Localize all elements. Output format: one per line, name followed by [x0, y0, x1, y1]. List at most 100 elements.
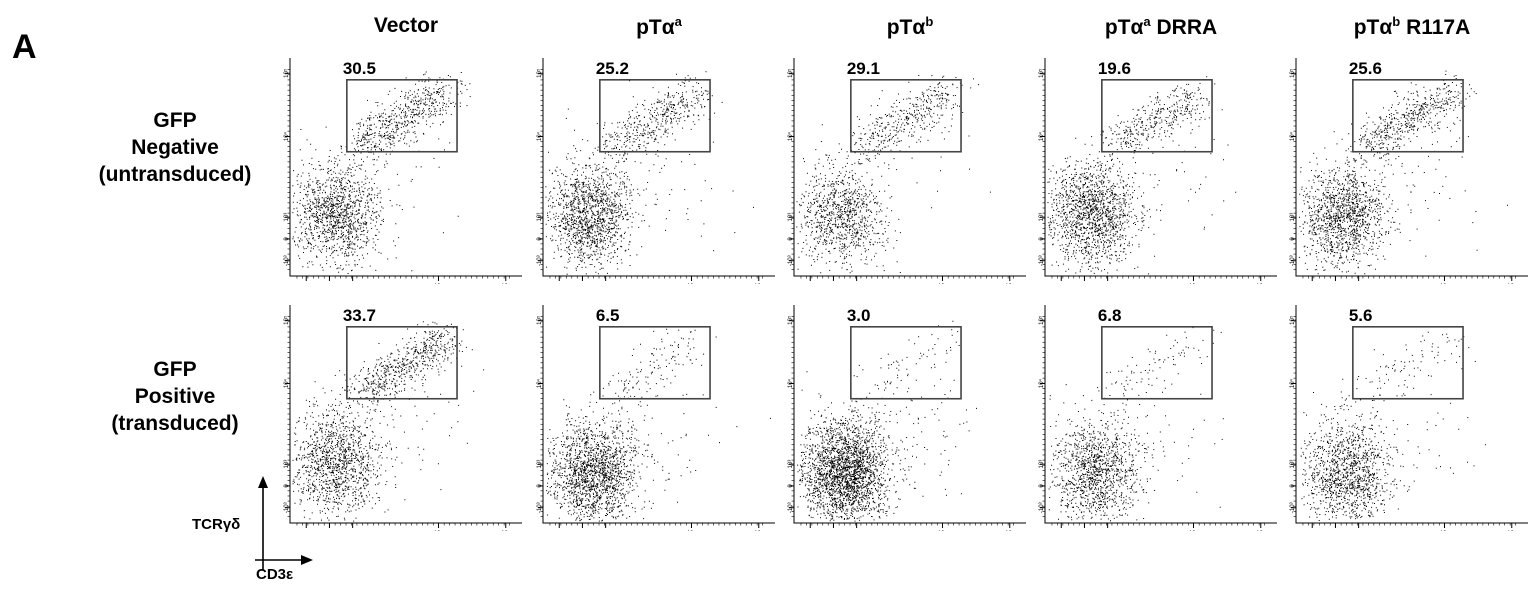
y-tick-label: -10³ — [788, 255, 794, 266]
x-tick-label: 10⁴ — [1440, 530, 1450, 531]
gate-rectangle — [599, 78, 711, 153]
event-dots — [292, 71, 471, 274]
y-tick-label: 0 — [284, 237, 290, 241]
row-label-line: GFP — [153, 358, 197, 381]
y-tick-label: 10⁴ — [1038, 131, 1045, 141]
event-dots — [797, 320, 977, 522]
row-label-line: (untransduced) — [98, 163, 252, 186]
plot-axes — [793, 305, 1026, 524]
x-tick-label: 10⁵ — [1507, 283, 1517, 284]
gate-rectangle — [1352, 78, 1464, 153]
plot-axes — [289, 305, 522, 524]
y-tick-label: 10³ — [284, 213, 290, 222]
gate-percent-label: 6.8 — [1098, 306, 1122, 325]
x-tick-label: 10⁵ — [754, 530, 764, 531]
y-tick-label: 10⁴ — [787, 131, 794, 141]
y-tick-label: 0 — [1290, 484, 1296, 488]
event-dots — [1048, 327, 1224, 522]
plot-axes — [1295, 58, 1528, 277]
event-dots — [1300, 331, 1486, 521]
event-dots — [545, 71, 754, 275]
gate-rectangle — [1352, 325, 1464, 400]
y-tick-label: -10³ — [537, 502, 543, 513]
gate-rectangle — [346, 78, 458, 153]
row-label-line: GFP — [153, 109, 197, 132]
y-axis-key-label: TCRγδ — [192, 516, 241, 533]
gate-rectangle — [346, 325, 458, 400]
y-tick-label: 0 — [788, 484, 794, 488]
y-tick-label: 0 — [1039, 237, 1045, 241]
column-title-suffix: R117A — [1400, 16, 1471, 39]
y-tick-label: 10⁴ — [787, 378, 794, 388]
y-tick-label: 10⁴ — [536, 378, 543, 388]
y-tick-label: -10³ — [1290, 255, 1296, 266]
y-tick-label: -10³ — [1290, 502, 1296, 513]
column-title-4: pTαb R117A — [1292, 14, 1532, 40]
y-tick-label: 0 — [284, 484, 290, 488]
arrow-up-icon — [258, 476, 268, 488]
column-title-sup: b — [1392, 14, 1401, 29]
column-title-main: Vector — [373, 14, 439, 37]
y-tick-label: 10⁴ — [1289, 131, 1296, 141]
gate-percent-label: 29.1 — [847, 59, 880, 78]
row-label-0: GFP Negative (untransduced) — [70, 107, 280, 188]
y-tick-label: 10⁴ — [536, 131, 543, 141]
x-tick-label: 10⁵ — [1005, 283, 1015, 284]
plot-axes — [289, 58, 522, 277]
column-title-main: pTα — [1104, 16, 1144, 39]
y-tick-label: 10³ — [1290, 460, 1296, 469]
y-tick-label: 10⁵ — [283, 68, 290, 78]
column-title-main: pTα — [1353, 16, 1393, 39]
plot-axes — [542, 58, 775, 277]
x-tick-label: 10⁴ — [687, 283, 697, 284]
gate-rectangle — [850, 325, 962, 400]
gate-percent-label: 33.7 — [343, 306, 376, 325]
gate-rectangle — [599, 325, 711, 400]
column-title-main: pTα — [636, 16, 675, 39]
plot-axes — [1295, 305, 1528, 524]
y-tick-label: 10⁴ — [283, 131, 290, 141]
column-title-sup: a — [674, 14, 682, 29]
plot-axes — [793, 58, 1026, 277]
x-tick-label: 10⁵ — [1507, 530, 1517, 531]
arrow-right-icon — [301, 555, 313, 565]
column-title-sup: b — [925, 14, 934, 29]
event-dots — [546, 328, 771, 522]
x-tick-label: 10⁴ — [434, 530, 444, 531]
x-tick-label: 10⁵ — [501, 283, 511, 284]
y-tick-label: -10³ — [284, 255, 290, 266]
y-tick-label: 10⁵ — [283, 315, 290, 325]
y-tick-label: -10³ — [284, 502, 290, 513]
y-tick-label: 10⁵ — [536, 315, 543, 325]
row-label-line: Negative — [131, 136, 219, 159]
x-axis-key-label: CD3ε — [256, 566, 294, 583]
x-tick-label: 10⁴ — [1189, 530, 1199, 531]
y-tick-label: 10⁵ — [787, 315, 794, 325]
y-tick-label: 10³ — [788, 213, 794, 222]
axis-key-arrows — [255, 476, 313, 570]
y-tick-label: 10³ — [1039, 213, 1045, 222]
event-dots — [1047, 76, 1237, 275]
row-label-line: Positive — [134, 385, 216, 408]
column-title-main: pTα — [886, 16, 926, 39]
x-tick-label: 10⁴ — [687, 530, 697, 531]
y-tick-label: 10³ — [788, 460, 794, 469]
gate-rectangle — [1101, 78, 1213, 153]
y-tick-label: 10⁵ — [536, 68, 543, 78]
x-tick-label: 10⁵ — [501, 530, 511, 531]
gate-percent-label: 6.5 — [596, 306, 620, 325]
y-tick-label: 10³ — [537, 213, 543, 222]
column-title-3: pTαa DRRA — [1041, 14, 1281, 40]
gate-percent-label: 19.6 — [1098, 59, 1131, 78]
y-tick-label: 10⁵ — [1038, 315, 1045, 325]
gate-percent-label: 25.2 — [596, 59, 629, 78]
x-tick-label: 10⁴ — [938, 283, 948, 284]
